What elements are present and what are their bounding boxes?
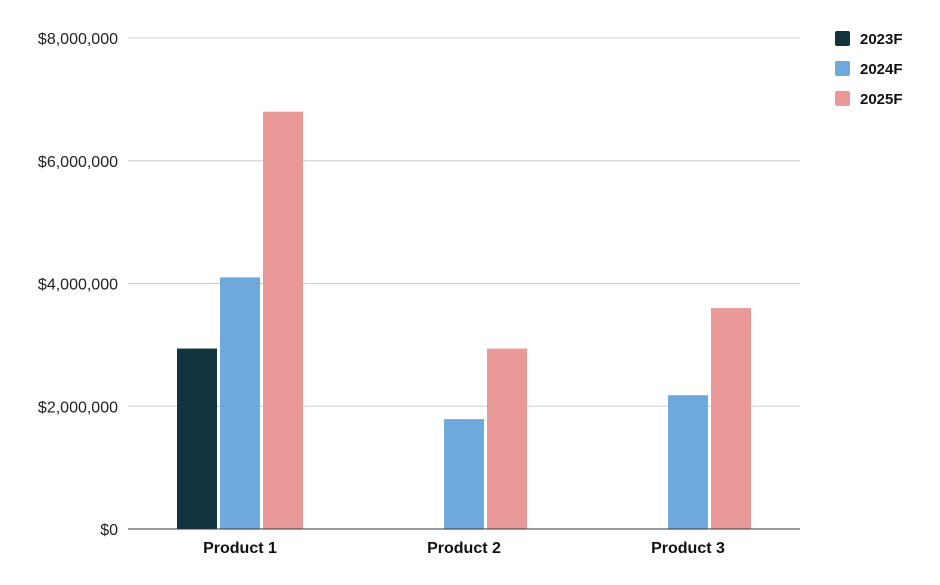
- bar-2024f-product-3: [668, 395, 708, 529]
- bar-2023f-product-1: [177, 348, 217, 529]
- legend-swatch: [835, 31, 850, 46]
- y-tick-label: $4,000,000: [38, 277, 118, 294]
- bar-2024f-product-1: [220, 277, 260, 529]
- bars: [177, 111, 751, 530]
- bar-2024f-product-2: [444, 419, 484, 529]
- x-category-label: Product 1: [203, 540, 277, 557]
- y-tick-label: $2,000,000: [38, 399, 118, 416]
- legend-label: 2023F: [860, 31, 903, 48]
- legend-label: 2024F: [860, 61, 903, 78]
- y-tick-label: $0: [100, 522, 118, 539]
- legend-label: 2025F: [860, 91, 903, 108]
- x-axis-category-labels: Product 1 Product 2 Product 3: [203, 540, 725, 557]
- bar-2025f-product-2: [487, 348, 527, 529]
- legend-swatch: [835, 91, 850, 106]
- y-tick-label: $8,000,000: [38, 31, 118, 48]
- legend: 2023F 2024F 2025F: [835, 31, 903, 108]
- y-axis-tick-labels: $0 $2,000,000 $4,000,000 $6,000,000 $8,000,0…: [38, 31, 118, 539]
- bar-2025f-product-1: [263, 111, 303, 530]
- legend-swatch: [835, 61, 850, 76]
- x-category-label: Product 2: [427, 540, 501, 557]
- bar-2025f-product-3: [711, 308, 751, 529]
- y-tick-label: $6,000,000: [38, 154, 118, 171]
- x-category-label: Product 3: [651, 540, 725, 557]
